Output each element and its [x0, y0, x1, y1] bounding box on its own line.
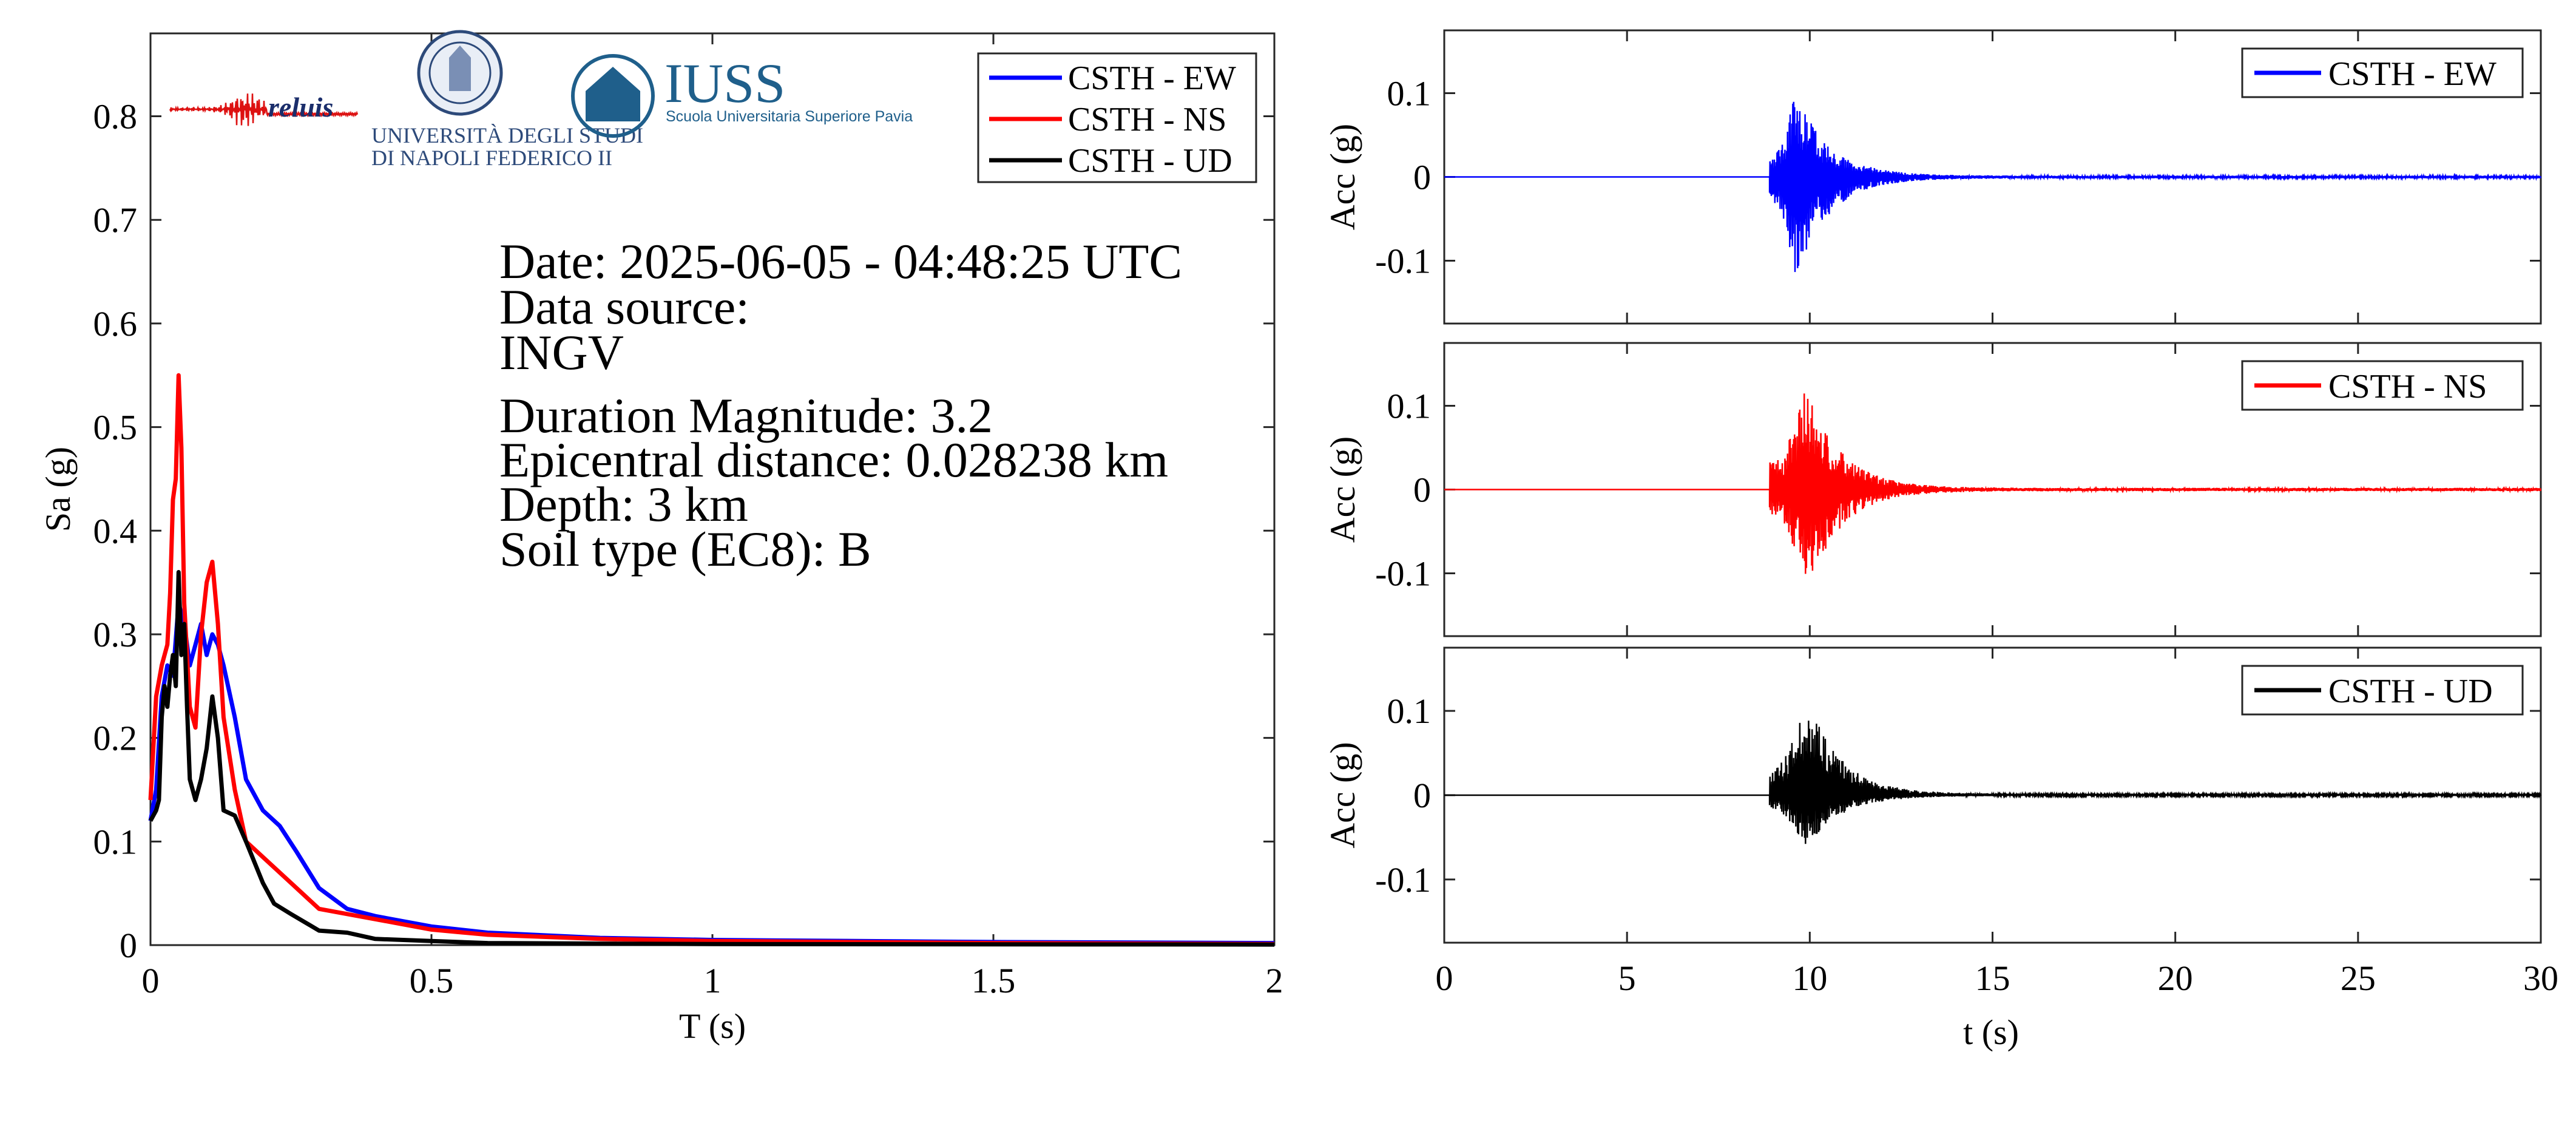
spectrum-axes-box — [149, 32, 1276, 946]
spectrum-lines — [148, 373, 1275, 947]
accelerogram-panel-ud: -0.1 0 0.1 0 5 10 15 20 25 30 Acc (g) CSTH - UD — [1323, 646, 2558, 998]
spectrum-ytick-label: 0.5 — [93, 408, 138, 447]
spectrum-xtick-label: 0.5 — [410, 961, 454, 1000]
legend-label-ew: CSTH - EW — [1068, 59, 1236, 97]
acc-xtick-label: 30 — [2523, 958, 2558, 998]
accelerogram-legend: CSTH - EW — [2241, 47, 2524, 98]
spectrum-ylabel: Sa (g) — [38, 447, 78, 532]
spectrum-series-ns — [148, 373, 1275, 946]
spectrum-xtick-label: 0 — [142, 961, 160, 1000]
accelerogram-panel-ns: -0.1 0 0.1 Acc (g) CSTH - NS — [1323, 342, 2542, 637]
accelerogram-series-ns — [1444, 393, 2542, 574]
spectrum-series-ud — [148, 570, 1275, 947]
spectrum-xtick-label: 1.5 — [972, 961, 1016, 1000]
acc-xtick-label: 5 — [1618, 958, 1636, 998]
unina-logo-line2: DI NAPOLI FEDERICO II — [371, 146, 612, 170]
reluis-logo-text: reluis — [268, 92, 333, 123]
iuss-logo-title: IUSS — [664, 52, 785, 114]
acc-ytick-label: -0.1 — [1375, 554, 1431, 594]
acc-legend-label: CSTH - UD — [2328, 673, 2493, 710]
reluis-wave-icon — [169, 93, 359, 126]
spectrum-ytick-label: 0.6 — [93, 304, 138, 344]
legend-label-ns: CSTH - NS — [1068, 101, 1226, 138]
time-xlabel: t (s) — [1963, 1012, 2019, 1052]
unina-logo-line1: UNIVERSITÀ DEGLI STUDI — [371, 123, 643, 148]
spectrum-ytick-label: 0.2 — [93, 719, 138, 758]
spectrum-xtick-label: 1 — [704, 961, 722, 1000]
accelerogram-panels: -0.1 0 0.1 Acc (g) CSTH - EW -0.1 0 0.1 Acc (g) C… — [1323, 29, 2558, 998]
spectrum-ytick-label: 0 — [120, 926, 137, 965]
accelerogram-legend: CSTH - UD — [2241, 665, 2524, 716]
info-source: INGV — [499, 325, 624, 380]
acc-ytick-label: 0 — [1413, 776, 1431, 815]
acc-ytick-label: 0 — [1413, 470, 1431, 510]
acc-xtick-label: 20 — [2158, 958, 2193, 998]
spectrum-ticks: 0 0.5 1 1.5 2 0 0.1 0.2 0.3 0.4 0.5 0.6 0.7 0.8 — [93, 33, 1283, 1000]
acc-legend-label: CSTH - EW — [2328, 55, 2497, 93]
acc-ylabel: Acc (g) — [1323, 742, 1362, 849]
spectrum-ytick-label: 0.7 — [93, 200, 138, 240]
acc-xtick-label: 15 — [1975, 958, 2010, 998]
acc-ylabel: Acc (g) — [1323, 436, 1362, 543]
acc-xtick-label: 0 — [1436, 958, 1453, 998]
unina-logo: UNIVERSITÀ DEGLI STUDI DI NAPOLI FEDERIC… — [371, 30, 643, 170]
accelerogram-legend: CSTH - NS — [2241, 360, 2524, 411]
spectrum-xlabel: T (s) — [679, 1006, 746, 1046]
spectrum-ytick-label: 0.1 — [93, 822, 138, 861]
info-distance: Epicentral distance: 0.028238 km — [499, 432, 1168, 487]
acc-ylabel: Acc (g) — [1323, 124, 1362, 231]
accelerogram-panel-ew: -0.1 0 0.1 Acc (g) CSTH - EW — [1323, 29, 2542, 325]
acc-ytick-label: 0.1 — [1387, 691, 1432, 731]
acc-ytick-label: 0.1 — [1387, 74, 1432, 114]
info-magnitude: Duration Magnitude: 3.2 — [499, 388, 993, 443]
acc-xtick-label: 10 — [1792, 958, 1827, 998]
legend-label-ud: CSTH - UD — [1068, 142, 1232, 180]
spectrum-ytick-label: 0.8 — [93, 97, 138, 137]
acc-ytick-label: -0.1 — [1375, 860, 1431, 900]
spectrum-xtick-label: 2 — [1266, 961, 1283, 1000]
spectrum-panel: 0 0.5 1 1.5 2 0 0.1 0.2 0.3 0.4 0.5 0.6 0.7 0.8 T (s)… — [38, 32, 1283, 1046]
info-depth: Depth: 3 km — [499, 477, 748, 532]
accelerogram-series-ud — [1444, 721, 2541, 844]
reluis-logo: reluis — [169, 92, 359, 126]
iuss-logo: IUSS Scuola Universitaria Superiore Pavi… — [571, 52, 913, 138]
info-soil: Soil type (EC8): B — [499, 521, 871, 577]
acc-ytick-label: 0 — [1413, 158, 1431, 197]
spectrum-ytick-label: 0.3 — [93, 615, 138, 654]
event-info: Date: 2025-06-05 - 04:48:25 UTC Data sou… — [499, 234, 1182, 577]
spectrum-legend: CSTH - EW CSTH - NS CSTH - UD — [977, 52, 1257, 183]
acc-legend-label: CSTH - NS — [2328, 368, 2487, 405]
acc-xtick-label: 25 — [2341, 958, 2376, 998]
info-source-label: Data source: — [499, 279, 749, 334]
acc-ytick-label: -0.1 — [1375, 242, 1431, 281]
spectrum-ytick-label: 0.4 — [93, 511, 138, 551]
info-date: Date: 2025-06-05 - 04:48:25 UTC — [499, 234, 1182, 289]
accelerogram-series-ew — [1444, 101, 2542, 273]
acc-ytick-label: 0.1 — [1387, 387, 1432, 426]
iuss-logo-subtitle: Scuola Universitaria Superiore Pavia — [666, 108, 913, 125]
iuss-emblem-icon — [571, 54, 655, 138]
